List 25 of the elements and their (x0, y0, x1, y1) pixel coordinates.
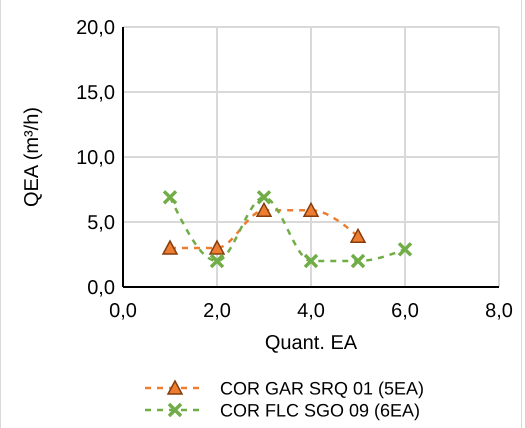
point (256, 190, 272, 206)
x-tick-label: 2,0 (203, 300, 231, 322)
x-tick-label: 6,0 (391, 300, 419, 322)
point (256, 202, 272, 218)
point (162, 240, 178, 255)
x-axis-title: Quant. EA (264, 332, 358, 354)
y-tick-label: 0,0 (87, 277, 115, 299)
legend-label: COR GAR SRQ 01 (5EA) (220, 378, 424, 398)
point (209, 240, 225, 255)
y-tick-label: 10,0 (76, 147, 115, 169)
y-tick-label: 20,0 (76, 17, 115, 39)
point (350, 253, 366, 269)
point (397, 242, 413, 258)
point (303, 202, 319, 218)
y-tick-label: 15,0 (76, 82, 115, 104)
point (209, 253, 225, 269)
point (350, 228, 366, 244)
point (162, 190, 178, 206)
y-axis-title: QEA (m³/h) (21, 106, 43, 208)
x-tick-label: 4,0 (297, 300, 325, 322)
x-tick-label: 8,0 (485, 300, 513, 322)
legend-label: COR FLC SGO 09 (6EA) (220, 400, 420, 420)
y-tick-label: 5,0 (87, 212, 115, 234)
x-tick-label: 0,0 (109, 300, 137, 322)
point (303, 253, 319, 269)
